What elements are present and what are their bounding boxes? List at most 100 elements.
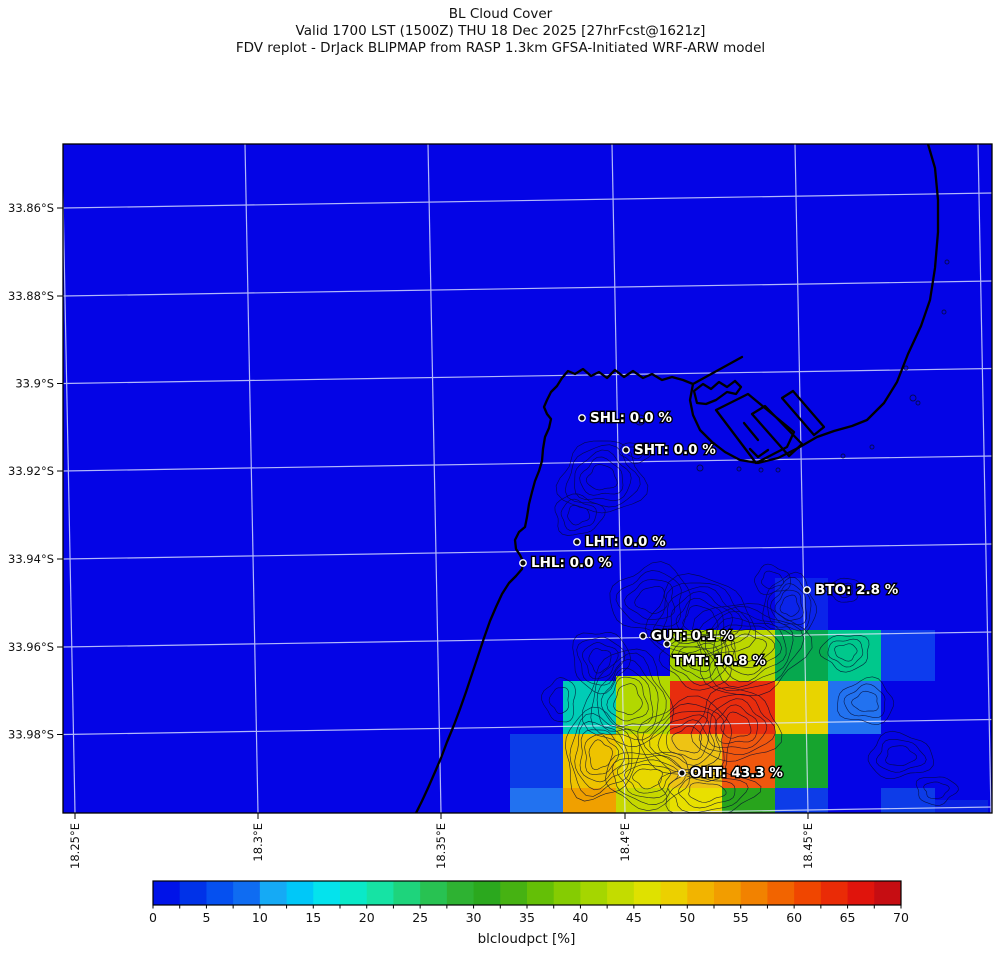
plot-titles: BL Cloud Cover Valid 1700 LST (1500Z) TH… [0,6,1001,57]
pier-2-notch [748,447,770,459]
contour-ring [678,642,722,680]
contour-ring [569,713,633,797]
contour-ring [588,739,613,771]
contour-ring [720,711,752,739]
contour-ring [667,771,749,813]
coastline [414,144,940,813]
colorbar: 0 5 10 15 20 25 30 35 40 45 50 55 60 65 70 [149,880,909,925]
colorbar-tick-label-0: 0 [149,910,157,925]
contour-ring [720,624,783,676]
colorbar-tick-label-3: 15 [305,910,321,925]
cloud-cell-10 [775,681,828,734]
contour-ring [684,648,715,673]
station-label-GUT: GUT: 0.1 % [651,628,734,644]
contour-ring [615,570,682,627]
contour-ring [698,693,776,756]
contour-ring [584,733,620,775]
graticule [63,144,992,813]
contour-ring [644,573,756,663]
contour-ring [675,597,725,640]
harbor-basin [692,379,743,406]
contour-ring [658,633,736,691]
contour-ring [576,636,626,686]
colorbar-segment-11 [446,881,475,905]
contour-ring [567,505,590,526]
contour-ring [613,683,643,716]
colorbar-segment-0 [153,881,181,905]
contour-ring [632,768,663,790]
colorbar-segment-17 [607,881,635,905]
colorbar-tick-label-1: 5 [202,910,210,925]
cloud-cell-22 [722,788,775,813]
islet-contour-10 [840,453,846,459]
contour-ring [825,577,860,603]
contour-ring [634,585,668,614]
x-tick-label-1: 18.3°E [251,823,265,862]
islet-contour-6 [915,400,921,406]
islet-contour-12 [634,414,646,426]
contour-ring [623,763,672,794]
cloud-cell-23 [775,788,828,813]
colorbar-tick-label-5: 25 [412,910,428,925]
contour-ring [843,683,886,719]
cloud-cell-13 [563,734,616,788]
y-tick-label-4: 33.94°S [8,552,54,566]
cloud-cell-9 [722,681,775,734]
pier-2 [750,404,804,458]
lat-gridline-5 [63,631,992,648]
contour-ring [832,582,854,599]
contour-ring [724,629,775,668]
contour-ring [541,677,576,723]
contour-ring [837,676,895,725]
colorbar-segment-26 [847,881,875,905]
contour-ring [767,576,812,632]
coastline-layer [414,144,940,813]
colorbar-tick-label-7: 35 [519,910,535,925]
contour-ring [770,583,807,625]
cloud-cell-12 [510,734,563,788]
y-tick-label-6: 33.98°S [8,728,54,742]
lat-gridline-1 [63,280,992,297]
islet-contour-7 [944,259,950,265]
station-label-BTO: BTO: 2.8 % [815,582,899,598]
contour-ring [671,725,703,754]
contour-ring [618,442,652,464]
islet-contour-2 [736,466,742,472]
colorbar-tick-label-14: 70 [893,910,909,925]
colorbar-tick-label-11: 55 [733,910,749,925]
contour-ring [649,710,721,771]
station-label-LHL: LHL: 0.0 % [531,555,612,571]
contour-ring [572,632,632,695]
cloud-cell-25 [935,800,988,813]
y-tick-label-2: 33.9°S [15,377,54,391]
x-tick-label-4: 18.45°E [801,823,815,869]
colorbar-segment-2 [206,881,234,905]
colorbar-segment-15 [553,881,581,905]
contour-ring [692,603,813,696]
contour-ring [923,781,950,799]
lon-gridline-0 [63,164,76,813]
contour-ring [574,721,630,791]
islet-contour-3 [758,467,764,473]
contour-ring [554,493,606,536]
islet-contour-4 [903,365,909,371]
lat-gridline-2 [63,367,992,385]
colorbar-segment-12 [473,881,501,905]
lat-gridline-4 [63,543,992,560]
colorbar-segment-24 [794,881,822,905]
islet-contour-5 [909,394,917,402]
contour-ring [885,745,917,766]
colorbar-tick-label-9: 45 [626,910,642,925]
plot-valid-time: Valid 1700 LST (1500Z) THU 18 Dec 2025 [… [295,23,706,39]
terrain-contours [541,259,959,813]
cloud-cell-18 [510,788,563,813]
station-marker-TMT [663,640,671,648]
contour-ring [661,586,743,649]
plot-title: BL Cloud Cover [448,6,553,22]
contour-ring [714,704,759,744]
contour-ring [588,648,612,674]
cloud-cell-19 [563,788,616,813]
contour-ring [915,776,959,806]
contour-ring [677,776,736,809]
